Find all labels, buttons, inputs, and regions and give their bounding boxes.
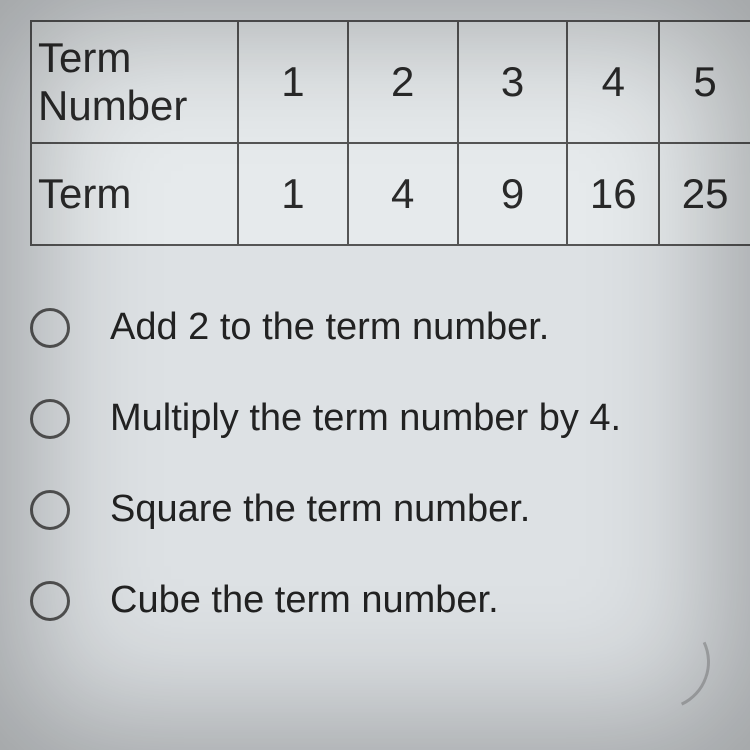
term-number-cell: 4: [567, 21, 659, 143]
option-c[interactable]: Square the term number.: [30, 488, 750, 531]
table-row: Term Number 1 2 3 4 5: [31, 21, 750, 143]
term-number-cell: 5: [659, 21, 750, 143]
term-cell: 1: [238, 143, 348, 245]
radio-icon: [30, 581, 70, 621]
answer-options: Add 2 to the term number. Multiply the t…: [30, 306, 750, 622]
term-cell: 16: [567, 143, 659, 245]
term-number-cell: 1: [238, 21, 348, 143]
option-d[interactable]: Cube the term number.: [30, 579, 750, 622]
option-label: Multiply the term number by 4.: [110, 397, 621, 440]
option-label: Add 2 to the term number.: [110, 306, 549, 349]
option-a[interactable]: Add 2 to the term number.: [30, 306, 750, 349]
row-header-line2: Number: [38, 82, 187, 129]
question-page: Term Number 1 2 3 4 5 Term 1 4 9 16 25 A…: [0, 0, 750, 750]
sequence-table: Term Number 1 2 3 4 5 Term 1 4 9 16 25: [30, 20, 750, 246]
radio-icon: [30, 490, 70, 530]
term-number-cell: 2: [348, 21, 458, 143]
option-label: Square the term number.: [110, 488, 530, 531]
row-header-line1: Term: [38, 34, 131, 81]
row-header-term: Term: [31, 143, 238, 245]
row-header-term-number: Term Number: [31, 21, 238, 143]
radio-icon: [30, 399, 70, 439]
term-cell: 9: [458, 143, 568, 245]
option-label: Cube the term number.: [110, 579, 499, 622]
option-b[interactable]: Multiply the term number by 4.: [30, 397, 750, 440]
radio-icon: [30, 308, 70, 348]
term-cell: 25: [659, 143, 750, 245]
term-number-cell: 3: [458, 21, 568, 143]
term-cell: 4: [348, 143, 458, 245]
table-row: Term 1 4 9 16 25: [31, 143, 750, 245]
